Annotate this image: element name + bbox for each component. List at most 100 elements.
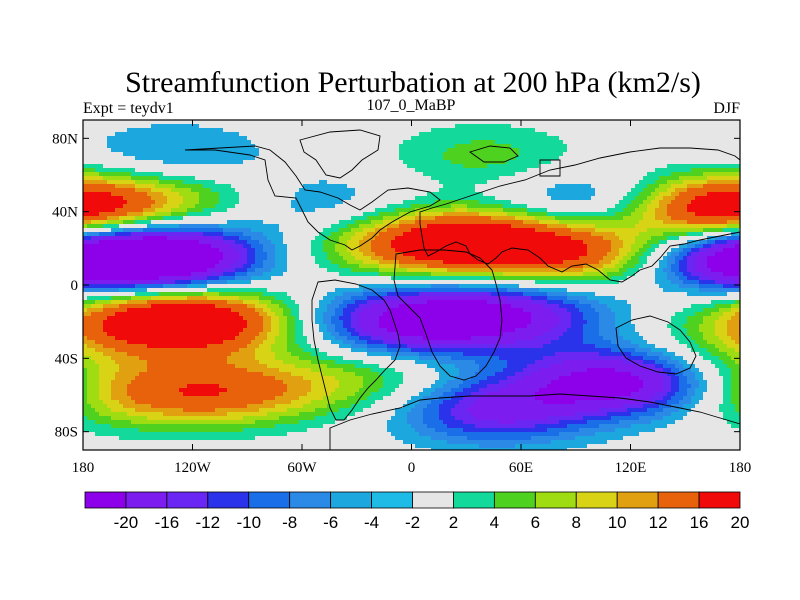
field-cell <box>283 392 288 397</box>
field-cell <box>207 368 212 373</box>
field-cell <box>91 340 96 345</box>
field-cell <box>199 316 204 321</box>
field-cell <box>275 408 280 413</box>
field-cell <box>215 220 220 225</box>
field-cell <box>127 232 132 237</box>
field-cell <box>311 392 316 397</box>
field-cell <box>191 132 196 137</box>
field-cell <box>219 120 224 125</box>
field-cell <box>143 424 148 429</box>
field-cell <box>179 352 184 357</box>
field-cell <box>295 284 300 289</box>
field-cell <box>279 204 284 209</box>
field-cell <box>179 172 184 177</box>
field-cell <box>247 152 252 157</box>
field-cell <box>135 288 140 293</box>
field-cell <box>203 212 208 217</box>
field-cell <box>87 420 92 425</box>
field-cell <box>139 340 144 345</box>
field-cell <box>139 216 144 221</box>
field-cell <box>91 160 96 165</box>
field-cell <box>91 312 96 317</box>
field-cell <box>107 380 112 385</box>
field-cell <box>227 376 232 381</box>
field-cell <box>295 120 300 125</box>
field-cell <box>107 444 112 449</box>
field-cell <box>175 340 180 345</box>
field-cell <box>255 328 260 333</box>
field-cell <box>91 292 96 297</box>
field-cell <box>131 200 136 205</box>
field-cell <box>219 248 224 253</box>
field-cell <box>203 404 208 409</box>
field-cell <box>159 384 164 389</box>
field-cell <box>83 372 88 377</box>
field-cell <box>291 140 296 145</box>
field-cell <box>111 156 116 161</box>
field-cell <box>171 432 176 437</box>
field-cell <box>163 164 168 169</box>
field-cell <box>147 276 152 281</box>
field-cell <box>251 236 256 241</box>
field-cell <box>315 420 320 425</box>
field-cell <box>123 204 128 209</box>
field-cell <box>283 396 288 401</box>
field-cell <box>203 352 208 357</box>
field-cell <box>103 180 108 185</box>
field-cell <box>131 276 136 281</box>
field-cell <box>247 188 252 193</box>
field-cell <box>139 132 144 137</box>
field-cell <box>179 296 184 301</box>
field-cell <box>203 296 208 301</box>
field-cell <box>159 316 164 321</box>
field-cell <box>127 372 132 377</box>
field-cell <box>119 236 124 241</box>
field-cell <box>175 132 180 137</box>
field-cell <box>115 276 120 281</box>
field-cell <box>87 344 92 349</box>
field-cell <box>107 256 112 261</box>
field-cell <box>319 148 324 153</box>
field-cell <box>279 284 284 289</box>
field-cell <box>279 296 284 301</box>
field-cell <box>195 332 200 337</box>
field-cell <box>155 272 160 277</box>
field-cell <box>111 196 116 201</box>
field-cell <box>247 240 252 245</box>
field-cell <box>251 316 256 321</box>
field-cell <box>91 336 96 341</box>
field-cell <box>275 236 280 241</box>
field-cell <box>231 192 236 197</box>
field-cell <box>175 284 180 289</box>
field-cell <box>147 312 152 317</box>
field-cell <box>231 180 236 185</box>
field-cell <box>187 408 192 413</box>
field-cell <box>255 168 260 173</box>
field-cell <box>279 332 284 337</box>
field-cell <box>115 184 120 189</box>
field-cell <box>283 304 288 309</box>
field-cell <box>167 164 172 169</box>
field-cell <box>243 192 248 197</box>
field-cell <box>115 128 120 133</box>
field-cell <box>95 224 100 229</box>
field-cell <box>243 248 248 253</box>
field-cell <box>139 416 144 421</box>
field-cell <box>271 148 276 153</box>
field-cell <box>215 232 220 237</box>
field-cell <box>103 232 108 237</box>
field-cell <box>127 256 132 261</box>
field-cell <box>299 228 304 233</box>
field-cell <box>171 320 176 325</box>
field-cell <box>263 344 268 349</box>
field-cell <box>319 176 324 181</box>
field-cell <box>147 292 152 297</box>
field-cell <box>135 300 140 305</box>
field-cell <box>231 328 236 333</box>
field-cell <box>303 364 308 369</box>
field-cell <box>187 268 192 273</box>
field-cell <box>107 364 112 369</box>
field-cell <box>167 244 172 249</box>
field-cell <box>279 440 284 445</box>
field-cell <box>167 196 172 201</box>
